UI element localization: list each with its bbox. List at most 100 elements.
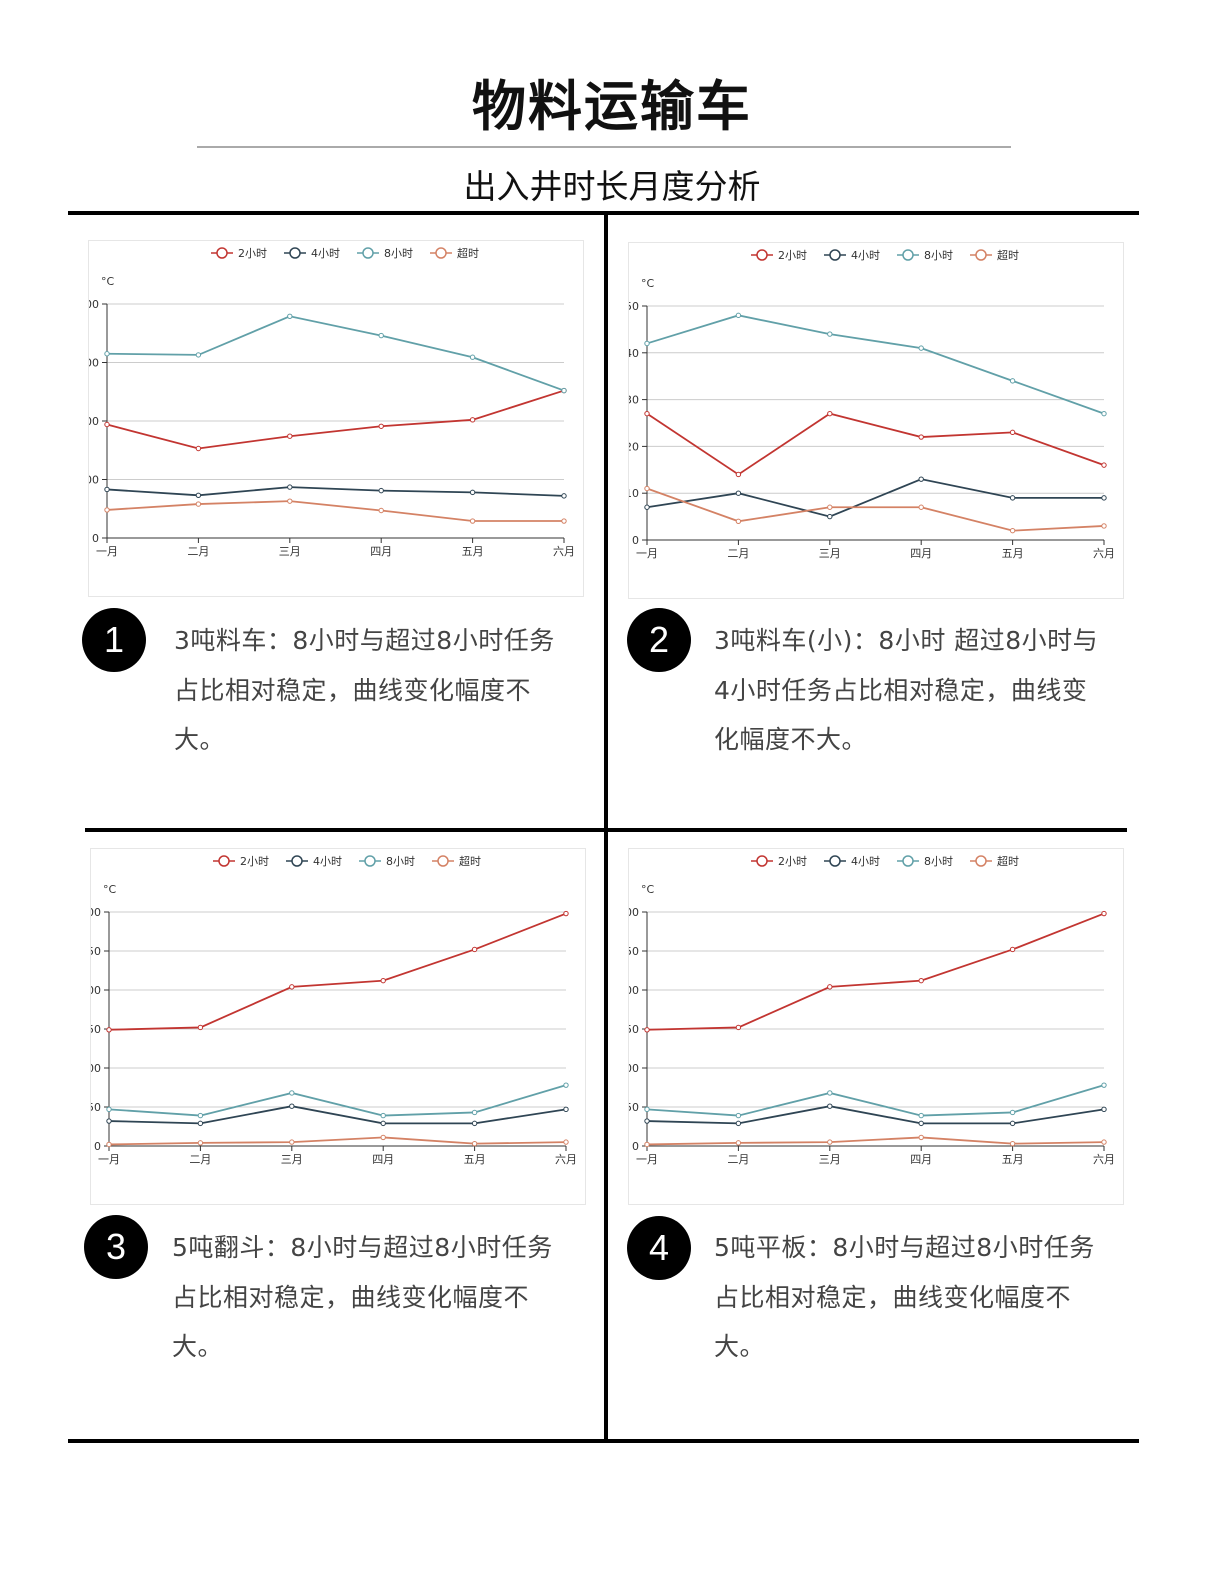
data-point (644, 1106, 650, 1113)
series-line (108, 912, 567, 1031)
panel-description: 5吨翻斗：8小时与超过8小时任务 占比相对稳定，曲线变化幅度不 大。 (172, 1223, 553, 1372)
y-axis-unit: °C (641, 277, 655, 290)
data-point (563, 910, 569, 917)
series-2小时 (104, 387, 567, 452)
legend-label: 8小时 (924, 249, 953, 262)
data-point (1101, 495, 1107, 501)
data-point (827, 1139, 833, 1145)
x-tick-label: 二月 (727, 1153, 749, 1166)
data-point (827, 331, 833, 337)
x-tick-label: 五月 (1002, 547, 1024, 560)
legend-label: 2小时 (238, 247, 267, 260)
data-point (106, 1106, 112, 1113)
panel-description: 3吨料车(小)：8小时 超过8小时与 4小时任务占比相对稳定，曲线变 化幅度不大… (714, 616, 1098, 765)
description-line: 大。 (174, 725, 226, 754)
x-tick-label: 三月 (281, 1153, 303, 1166)
legend-item: 2小时 (211, 247, 267, 260)
y-tick-label: 200 (89, 415, 99, 428)
data-point (561, 387, 567, 394)
data-point (106, 1027, 112, 1033)
data-point (1009, 378, 1016, 384)
y-tick-label: 0 (632, 534, 639, 547)
data-point (918, 1134, 924, 1141)
series-line (106, 500, 564, 522)
data-point (378, 332, 384, 339)
panel-number-badge: 4 (627, 1216, 691, 1280)
data-point (104, 421, 110, 428)
x-tick-label: 六月 (553, 545, 575, 558)
series-line (108, 1084, 567, 1117)
data-point (827, 410, 833, 417)
y-tick-label: 100 (91, 1062, 101, 1075)
series-4小时 (644, 1103, 1107, 1127)
page-title: 物料运输车 (472, 75, 752, 138)
series-2小时 (106, 910, 569, 1033)
series-line (646, 478, 1104, 518)
data-point (469, 417, 476, 423)
data-point (289, 1090, 295, 1096)
series-8小时 (106, 1082, 569, 1119)
y-axis-unit: °C (103, 883, 117, 896)
legend-marker (362, 247, 374, 259)
data-point (1009, 495, 1016, 501)
series-超时 (644, 485, 1107, 534)
data-point (104, 351, 110, 357)
description-line: 大。 (714, 1332, 766, 1361)
legend-marker (437, 855, 449, 867)
data-point (380, 977, 386, 984)
legend-marker (756, 855, 768, 867)
panel-number-badge: 3 (84, 1215, 148, 1279)
data-point (195, 352, 202, 358)
data-point (563, 1106, 569, 1113)
y-tick-label: 300 (89, 357, 99, 370)
series-line (646, 314, 1105, 415)
legend-marker (829, 855, 841, 867)
y-tick-label: 0 (632, 1140, 639, 1153)
divider-vertical (604, 213, 608, 1442)
legend-marker (291, 855, 303, 867)
legend-marker (289, 247, 301, 259)
data-point (735, 1140, 742, 1146)
y-tick-label: 50 (91, 1101, 101, 1114)
data-point (644, 410, 650, 417)
series-8小时 (644, 1082, 1107, 1119)
series-line (108, 1105, 567, 1125)
x-tick-label: 六月 (1093, 547, 1115, 560)
legend-marker (216, 247, 228, 259)
data-point (918, 476, 924, 482)
y-tick-label: 10 (629, 487, 639, 500)
data-point (104, 486, 110, 493)
data-point (287, 498, 293, 504)
legend-label: 4小时 (851, 855, 880, 868)
x-tick-label: 三月 (279, 545, 301, 558)
description-line: 5吨平板：8小时与超过8小时任务 (714, 1233, 1095, 1262)
data-point (827, 513, 833, 520)
series-line (646, 912, 1105, 1031)
legend-label: 2小时 (778, 249, 807, 262)
x-tick-label: 五月 (462, 545, 484, 558)
series-4小时 (644, 476, 1107, 520)
series-4小时 (104, 484, 567, 499)
x-tick-label: 五月 (464, 1153, 486, 1166)
data-point (197, 1120, 204, 1127)
data-point (735, 1112, 742, 1119)
x-tick-label: 一月 (96, 545, 118, 558)
data-point (197, 1112, 204, 1119)
data-point (289, 984, 295, 990)
data-point (735, 490, 742, 496)
legend-label: 4小时 (851, 249, 880, 262)
data-point (563, 1082, 569, 1088)
data-point (469, 354, 476, 360)
data-point (563, 1139, 569, 1145)
chart-svg: 2小时 4小时 8小时 超时 °C 0 10 20 30 40 50 一月 二月 三月 四月 五月 六月 (629, 248, 1115, 560)
data-point (469, 489, 476, 496)
data-point (644, 1141, 650, 1148)
legend-item: 超时 (970, 248, 1019, 262)
data-point (195, 445, 202, 452)
chart-2: 2小时 4小时 8小时 超时 °C 0 10 20 30 40 50 一月 二月 三月 四月 五月 六月 (628, 242, 1124, 599)
legend-marker (218, 855, 230, 867)
data-point (1101, 523, 1107, 529)
data-point (197, 1024, 204, 1031)
panel-number-badge: 1 (82, 608, 146, 672)
chart-1: 2小时 4小时 8小时 超时 °C 0 100 200 300 400 一月 二月 三月 四月 五月 六月 (88, 240, 584, 597)
